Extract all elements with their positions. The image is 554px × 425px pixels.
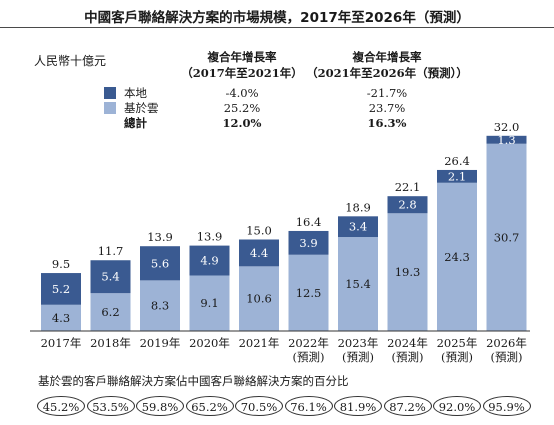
cagr-header-line1: 複合年增長率 (352, 50, 422, 64)
data-label-total: 32.0 (494, 120, 520, 134)
bar-segment-onprem (239, 239, 279, 267)
cagr-cloud-2017-2021: 25.2% (223, 101, 261, 115)
share-value: 92.0% (433, 396, 481, 416)
x-tick-label: (預測) (342, 350, 374, 364)
bar-segment-onprem (486, 135, 527, 144)
cagr-header-line1: 複合年增長率 (207, 50, 277, 64)
bar-segment-onprem (90, 260, 131, 294)
x-tick-label: (預測) (293, 350, 325, 364)
cagr-header-2017-2021: 複合年增長率 （2017年至2021年） (180, 49, 304, 81)
share-value: 87.2% (383, 396, 432, 416)
bar-segment-cloud (239, 266, 279, 331)
x-tick-label: 2019年 (140, 336, 181, 350)
data-label-cloud: 8.3 (151, 299, 169, 313)
data-label-onprem: 4.9 (200, 254, 218, 268)
x-tick-label: 2017年 (41, 336, 82, 350)
share-title: 基於雲的客戶聯絡解決方案佔中國客戶聯絡解決方案的百分比 (38, 374, 349, 388)
data-label-cloud: 6.2 (101, 305, 119, 319)
x-tick-label: (預測) (441, 350, 473, 364)
data-label-total: 9.5 (52, 257, 70, 271)
data-label-cloud: 9.1 (200, 296, 218, 310)
data-label-cloud: 4.3 (52, 311, 70, 325)
cagr-header-line2: （2017年至2021年） (181, 66, 303, 80)
share-value: 76.1% (284, 396, 333, 416)
x-tick-label: 2023年 (338, 336, 379, 350)
data-label-onprem: 4.4 (250, 246, 268, 260)
x-tick-label: 2024年 (387, 336, 428, 350)
share-value: 70.5% (235, 396, 283, 416)
data-label-cloud: 10.6 (246, 292, 272, 306)
x-tick-label: 2018年 (90, 336, 131, 350)
bar-segment-onprem (387, 196, 428, 214)
legend-label-total: 總計 (124, 116, 147, 130)
cagr-header-2021-2026: 複合年增長率 （2021年至2026年（預測）） (304, 49, 470, 81)
bar-segment-cloud (338, 237, 378, 331)
data-label-onprem: 1.3 (497, 133, 515, 147)
bar-segment-cloud (189, 275, 230, 331)
x-tick-label: (預測) (392, 350, 424, 364)
cagr-header-line2: （2021年至2026年（預測）） (306, 66, 468, 80)
bar-segment-cloud (90, 293, 131, 331)
bar-segment-cloud (387, 213, 428, 331)
unit-label: 人民幣十億元 (34, 54, 107, 68)
data-label-cloud: 12.5 (296, 286, 322, 300)
data-label-onprem: 5.4 (101, 270, 119, 284)
bar-segment-cloud (437, 182, 477, 331)
title-divider (0, 27, 554, 28)
data-label-total: 22.1 (395, 180, 421, 194)
cagr-onprem-2017-2021: -4.0% (225, 86, 259, 100)
data-label-total: 18.9 (345, 200, 371, 214)
chart-title: 中國客戶聯絡解決方案的市場規模，2017年至2026年（預測） (84, 10, 470, 26)
data-label-onprem: 2.1 (448, 169, 466, 183)
x-tick-label: 2022年 (288, 336, 329, 350)
data-label-onprem: 3.9 (299, 236, 317, 250)
data-label-cloud: 19.3 (395, 265, 421, 279)
data-label-cloud: 30.7 (494, 230, 520, 244)
cagr-onprem-2021-2026: -21.7% (366, 86, 408, 100)
data-label-total: 13.9 (197, 230, 223, 244)
data-label-total: 13.9 (147, 230, 173, 244)
cagr-total-2021-2026: 16.3% (367, 116, 407, 130)
bar-segment-cloud (288, 254, 329, 331)
x-tick-label: (預測) (491, 350, 523, 364)
stacked-bar-chart: 4.3 5.2 9.5 2017年 6.2 5.4 11.7 2018年 8.3 5.6 13.9 2… (30, 120, 530, 364)
x-tick-label: 2021年 (239, 336, 280, 350)
bar-segment-onprem (41, 273, 81, 305)
share-value: 45.2% (37, 396, 85, 416)
legend-swatch-cloud (104, 102, 116, 114)
legend-label-cloud: 基於雲 (124, 101, 159, 115)
data-label-total: 26.4 (444, 154, 470, 168)
legend-swatch-onprem (104, 87, 116, 99)
share-value: 81.9% (334, 396, 382, 416)
x-tick-label: 2026年 (486, 336, 527, 350)
bar-segment-onprem (437, 169, 477, 183)
data-label-total: 16.4 (296, 215, 322, 229)
bar-segment-cloud (140, 280, 180, 331)
x-tick-label: 2020年 (189, 336, 230, 350)
bar-segment-onprem (288, 230, 329, 255)
share-value: 53.5% (86, 396, 135, 416)
share-value: 95.9% (482, 396, 531, 416)
data-label-cloud: 24.3 (444, 250, 470, 264)
legend-label-onprem: 本地 (124, 86, 147, 100)
bar-segment-onprem (338, 216, 378, 238)
bar-segment-cloud (486, 143, 527, 331)
data-label-onprem: 2.8 (398, 198, 416, 212)
data-label-onprem: 5.2 (52, 282, 70, 296)
share-value: 65.2% (185, 396, 234, 416)
bar-segment-cloud (41, 304, 81, 331)
cagr-total-2017-2021: 12.0% (222, 116, 262, 130)
data-label-onprem: 3.4 (349, 220, 367, 234)
bar-segment-onprem (189, 245, 230, 276)
data-label-onprem: 5.6 (151, 256, 169, 270)
cagr-cloud-2021-2026: 23.7% (368, 101, 406, 115)
x-tick-label: 2025年 (437, 336, 478, 350)
data-label-total: 11.7 (98, 244, 124, 258)
data-label-total: 15.0 (246, 224, 272, 238)
share-value: 59.8% (136, 396, 184, 416)
data-label-cloud: 15.4 (345, 277, 371, 291)
bar-segment-onprem (140, 246, 180, 281)
